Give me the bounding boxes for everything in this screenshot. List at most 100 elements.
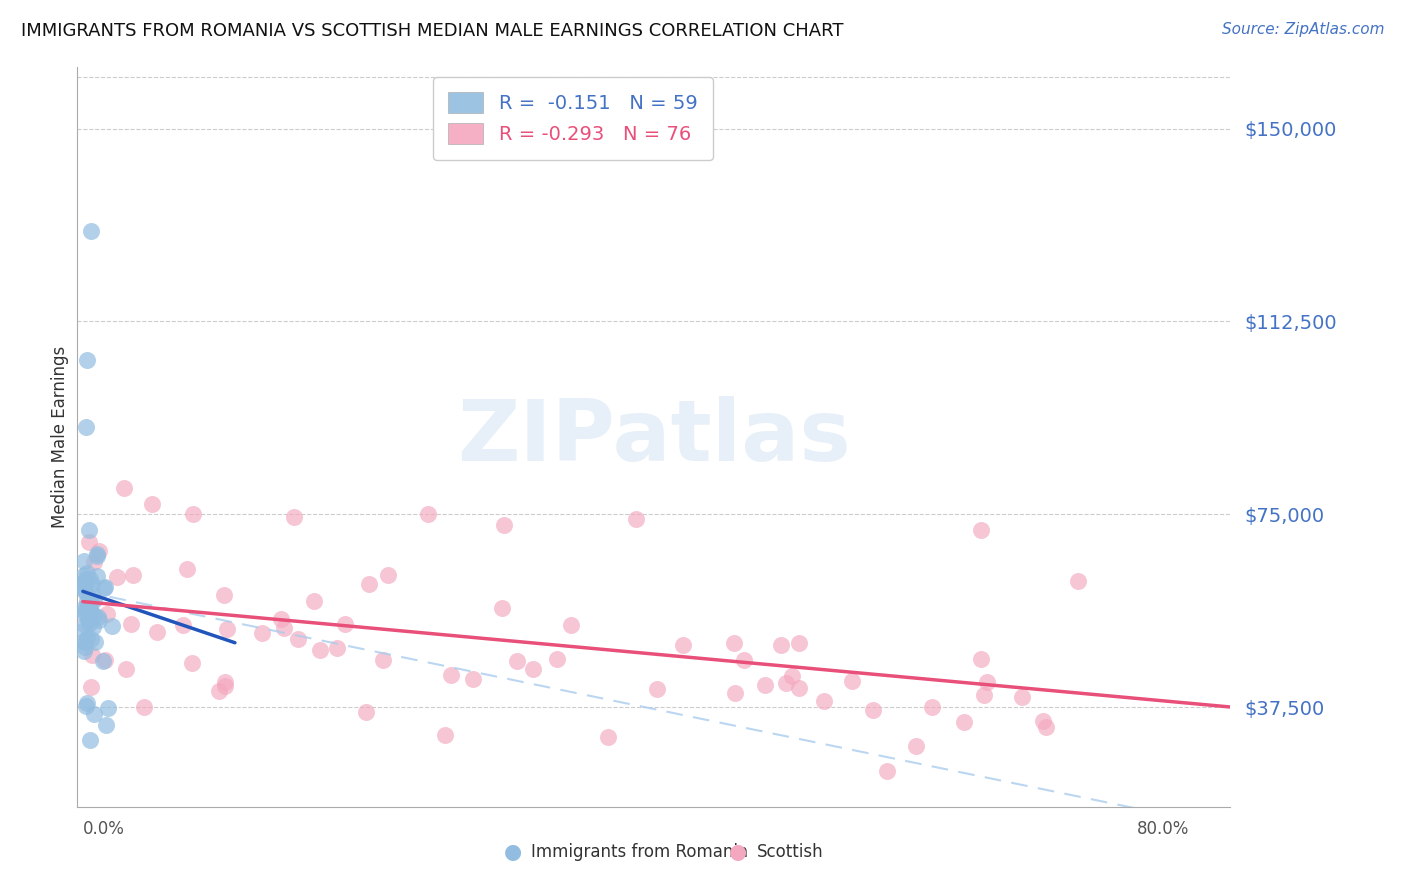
Text: ZIPatlas: ZIPatlas [457,395,851,479]
Point [72,554,94,568]
Point [97,700,120,714]
Point [77,612,100,626]
Point [105,570,128,584]
Point [434,728,457,742]
Point [72,623,94,637]
Point [132,700,155,714]
Point [440,668,463,682]
Point [80,586,103,600]
Point [672,638,695,652]
Point [214,679,236,693]
Point [112,482,135,496]
Point [302,594,325,608]
Point [357,576,380,591]
Point [72,601,94,615]
Point [953,714,976,729]
Point [115,662,138,676]
Point [813,694,835,708]
Point [787,681,810,696]
Point [214,675,236,690]
Point [146,625,169,640]
Point [921,699,943,714]
Point [208,683,231,698]
Point [73,604,96,618]
Point [75,699,97,714]
Point [72,568,94,582]
Point [79,572,101,586]
Point [75,586,97,600]
Point [970,523,993,537]
Point [780,669,803,683]
Point [84,635,107,649]
Legend: R =  -0.151   N = 59, R = -0.293   N = 76: R = -0.151 N = 59, R = -0.293 N = 76 [433,77,713,160]
Point [72,607,94,622]
Point [270,612,292,626]
Point [75,617,97,632]
Point [418,507,440,521]
Point [176,562,198,576]
Point [91,654,114,668]
Point [769,638,792,652]
Point [80,594,103,608]
Point [83,592,105,607]
Point [76,566,98,580]
Point [377,567,399,582]
Point [94,653,117,667]
Text: IMMIGRANTS FROM ROMANIA VS SCOTTISH MEDIAN MALE EARNINGS CORRELATION CHART: IMMIGRANTS FROM ROMANIA VS SCOTTISH MEDI… [21,22,844,40]
Point [787,636,810,650]
Point [1035,720,1057,734]
Point [77,601,100,615]
Point [86,569,108,583]
Point [82,620,104,634]
Point [492,518,515,533]
Point [80,680,103,694]
Point [506,654,529,668]
Point [96,718,118,732]
Point [80,576,103,591]
Point [79,733,101,747]
Point [75,419,97,434]
Point [183,507,205,521]
Point [93,581,115,595]
Point [522,662,544,676]
Point [80,632,103,646]
Point [73,580,96,594]
Point [876,764,898,778]
Point [970,652,993,666]
Text: Immigrants from Romania: Immigrants from Romania [531,843,748,861]
Point [775,676,797,690]
Point [83,608,105,623]
Point [273,621,295,635]
Point [463,672,485,686]
Point [75,572,97,586]
Point [754,678,776,692]
Point [217,622,239,636]
Point [79,592,101,607]
Text: 80.0%: 80.0% [1136,820,1189,838]
Point [77,617,100,632]
Point [89,544,111,558]
Point [77,524,100,538]
Point [77,535,100,549]
Point [1067,574,1090,588]
Point [596,730,619,744]
Point [82,648,104,663]
Point [94,580,117,594]
Point [79,605,101,619]
Point [75,640,97,654]
Point [560,618,582,632]
Point [141,497,163,511]
Point [973,689,995,703]
Y-axis label: Median Male Earnings: Median Male Earnings [51,346,69,528]
Point [77,590,100,604]
Point [73,574,96,589]
Point [122,568,145,582]
Point [1032,714,1054,728]
Point [723,636,745,650]
Point [252,626,274,640]
Point [624,512,647,526]
Text: Source: ZipAtlas.com: Source: ZipAtlas.com [1222,22,1385,37]
Point [83,554,105,568]
Point [89,613,111,627]
Point [79,602,101,616]
